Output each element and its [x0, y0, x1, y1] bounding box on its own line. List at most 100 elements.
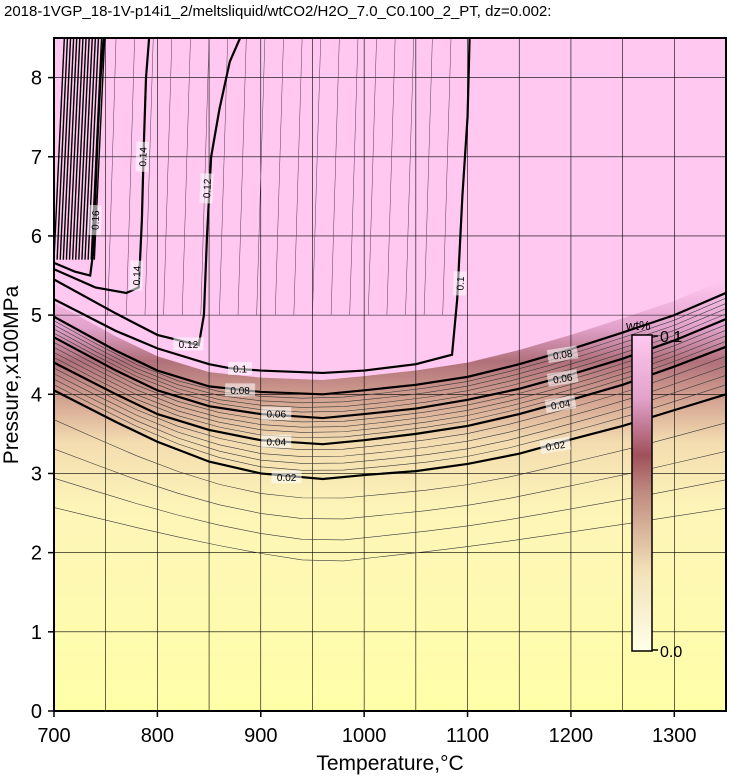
minor-contour: [54, 329, 726, 428]
minor-contour: [368, 38, 377, 316]
minor-contour: [54, 340, 726, 438]
minor-contour: [144, 38, 154, 316]
colorbar-max-label: 0.1: [660, 329, 682, 346]
minor-contour: [423, 38, 433, 316]
minor-contour: [54, 419, 726, 499]
minor-contour: [442, 38, 452, 316]
colorbar-ramp: [631, 334, 653, 652]
minor-contour: [349, 38, 359, 316]
y-tick-label: 7: [31, 147, 42, 169]
x-tick-label: 1000: [342, 725, 387, 747]
dense-contour: [78, 38, 90, 260]
contour-label-bg: [225, 383, 256, 397]
contour-label-bg: [546, 345, 579, 363]
contour-label: 0.16: [87, 204, 102, 236]
contour-label-text: 0.14: [138, 146, 150, 166]
minor-contour: [107, 38, 117, 316]
y-tick-label: 0: [31, 701, 42, 723]
contour-label-text: 0.04: [267, 437, 287, 448]
contour-label-text: 0.06: [267, 410, 287, 421]
x-tick-label: 700: [37, 725, 70, 747]
minor-contour: [54, 335, 726, 433]
dense-contour: [84, 38, 97, 260]
minor-contour: [312, 38, 321, 316]
contour-label-text: 0.08: [552, 349, 573, 363]
dense-contour: [65, 38, 78, 260]
dense-contour: [81, 38, 93, 260]
dense-contour: [56, 38, 69, 260]
contour-label-bg: [129, 260, 144, 291]
y-tick-label: 4: [31, 384, 42, 406]
x-axis-label: Temperature,°C: [316, 752, 463, 775]
dense-contour: [75, 38, 87, 260]
minor-contour: [54, 324, 726, 423]
contour-label-bg: [452, 271, 467, 296]
contour-label: 0.12: [173, 337, 204, 351]
dense-contour: [71, 38, 84, 260]
y-axis-label: Pressure,x100MPa: [0, 285, 23, 464]
minor-contour: [237, 38, 247, 316]
contour-label-bg: [261, 434, 292, 448]
contour-label-bg: [539, 436, 572, 455]
x-tick-label: 1100: [446, 725, 489, 747]
dense-contour-corner: [54, 38, 106, 260]
contour-label-bg: [199, 173, 214, 204]
dense-contour: [54, 38, 66, 260]
minor-contour: [54, 313, 726, 413]
y-tick-label: 6: [31, 226, 42, 248]
contour-label-text: 0.02: [545, 440, 566, 454]
minor-contour: [54, 477, 726, 541]
contour-label: 0.14: [135, 141, 150, 172]
contour-label-bg: [544, 395, 577, 413]
dense-contour: [62, 38, 75, 260]
contour-label-bg: [261, 407, 292, 421]
minor-contour: [330, 38, 340, 316]
major-contours: [54, 38, 726, 481]
colorbar: wt% 0.1 0.0: [625, 318, 682, 661]
colorbar-unit-label: wt%: [625, 318, 651, 333]
contour-label: 0.06: [261, 407, 292, 421]
contour-label-bg: [87, 204, 102, 236]
minor-contour: [126, 38, 135, 316]
contour-label-text: 0.02: [277, 473, 297, 484]
contour-line-0.08: [54, 291, 726, 396]
contour-label-bg: [546, 369, 579, 387]
minor-contour: [293, 38, 303, 316]
contour-label: 0.08: [225, 383, 256, 397]
minor-contour: [54, 507, 726, 562]
x-tick-label: 1300: [652, 725, 697, 747]
contour-label-bg: [135, 141, 150, 172]
contour-label-text: 0.06: [552, 372, 573, 386]
plot-frame: [53, 37, 727, 712]
minor-contour: [54, 308, 726, 408]
dense-contour: [68, 38, 81, 260]
contour-line-0.12: [54, 38, 242, 347]
contour-label-text: 0.14: [132, 265, 144, 285]
minor-contours: [54, 38, 726, 562]
x-tick-label: 800: [141, 725, 174, 747]
contour-label: 0.12: [199, 173, 214, 204]
x-axis: 700 800 900 1000 1100 1200 1300: [37, 711, 697, 747]
contour-label: 0.04: [544, 395, 577, 413]
minor-contour: [386, 38, 396, 316]
minor-contour: [54, 384, 726, 471]
colorbar-min-label: 0.0: [660, 644, 682, 661]
minor-contour: [54, 365, 726, 457]
y-axis: 0 1 2 3 4 5 6 7 8: [31, 68, 54, 723]
contour-label-text: 0.1: [233, 364, 247, 375]
minor-contour: [54, 303, 726, 404]
y-tick-label: 2: [31, 543, 42, 565]
x-tick-label: 900: [244, 725, 277, 747]
contour-label-text: 0.1: [456, 276, 467, 291]
contour-label-text: 0.08: [230, 386, 250, 397]
contour-label-bg: [271, 470, 302, 484]
contour-label-text: 0.12: [202, 178, 214, 198]
contour-label: 0.1: [452, 271, 467, 296]
minor-contour: [219, 38, 228, 316]
contour-line-0.14: [54, 38, 151, 295]
contour-line-0.06: [54, 318, 726, 420]
y-tick-label: 1: [31, 622, 42, 644]
contour-label: 0.04: [261, 434, 292, 448]
contour-label: 0.02: [539, 436, 572, 455]
